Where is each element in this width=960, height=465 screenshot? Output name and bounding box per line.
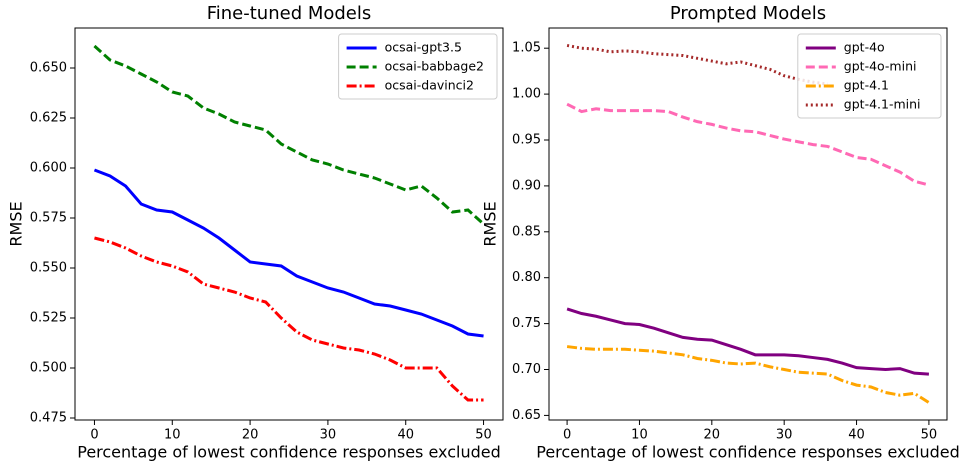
legend-box	[797, 33, 942, 119]
y-axis-label: RMSE	[7, 201, 26, 246]
plot-frame	[74, 27, 504, 421]
legend-label: gpt-4.1-mini	[844, 97, 921, 112]
y-tick-label: 0.600	[30, 161, 67, 176]
x-tick-label: 20	[242, 428, 259, 443]
y-tick-label: 0.80	[512, 270, 541, 285]
series-line	[93, 44, 485, 226]
legend-label: gpt-4o-mini	[844, 59, 917, 74]
y-tick-label: 0.475	[30, 411, 67, 426]
x-axis-label: Percentage of lowest confidence response…	[77, 443, 501, 462]
y-tick-label: 0.95	[512, 133, 541, 148]
x-tick-label: 50	[921, 428, 938, 443]
series-line	[93, 168, 484, 338]
y-tick-label: 0.525	[30, 311, 67, 326]
chart-title: Prompted Models	[670, 3, 826, 24]
legend-label: gpt-4o	[844, 40, 885, 55]
legend: ocsai-gpt3.5 ocsai-babbage2 ocsai-davinci2	[338, 33, 498, 100]
y-tick-label: 0.75	[512, 316, 541, 331]
plot-frame	[548, 27, 948, 421]
y-tick-label: 0.550	[30, 261, 67, 276]
series-line	[566, 43, 828, 86]
series-line	[566, 102, 930, 187]
x-tick-label: 0	[90, 428, 98, 443]
x-tick-label: 20	[704, 428, 721, 443]
x-tick-label: 40	[848, 428, 865, 443]
y-tick-label: 0.575	[30, 211, 67, 226]
legend-box	[338, 33, 498, 100]
y-tick-label: 1.00	[512, 87, 541, 102]
y-tick-label: 0.85	[512, 224, 541, 239]
y-tick-label: 0.625	[30, 111, 67, 126]
y-tick-label: 0.500	[30, 361, 67, 376]
y-tick-label: 0.70	[512, 362, 541, 377]
x-tick-label: 30	[776, 428, 793, 443]
legend-label: ocsai-babbage2	[385, 59, 484, 74]
chart-title: Fine-tuned Models	[207, 3, 372, 24]
y-axis-label: RMSE	[481, 201, 500, 246]
legend: gpt-4o gpt-4o-mini gpt-4.1 gpt-4.1-mini	[797, 33, 942, 119]
series-line	[94, 236, 484, 402]
y-tick-label: 0.650	[30, 61, 67, 76]
y-tick-label: 0.65	[512, 408, 541, 423]
x-tick-label: 10	[164, 428, 181, 443]
x-tick-label: 50	[475, 428, 492, 443]
x-tick-label: 0	[563, 428, 571, 443]
y-tick-label: 1.05	[512, 41, 541, 56]
y-tick-label: 0.90	[512, 178, 541, 193]
series-line	[566, 307, 930, 376]
series-line	[566, 345, 930, 404]
legend-label: gpt-4.1	[844, 78, 889, 93]
x-axis-label: Percentage of lowest confidence response…	[536, 443, 960, 462]
legend-label: ocsai-gpt3.5	[385, 40, 462, 55]
x-tick-label: 10	[631, 428, 648, 443]
x-tick-label: 40	[397, 428, 414, 443]
legend-label: ocsai-davinci2	[385, 78, 474, 93]
x-tick-label: 30	[320, 428, 337, 443]
